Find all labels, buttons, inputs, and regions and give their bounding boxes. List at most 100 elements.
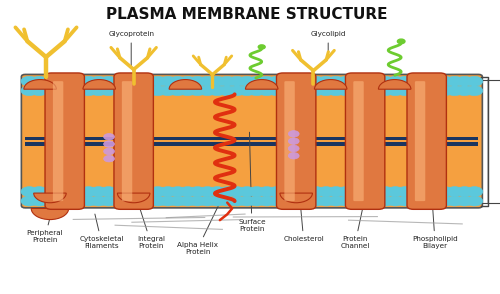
Circle shape <box>466 86 483 96</box>
Circle shape <box>219 187 236 197</box>
Text: Alpha Helix
Protein: Alpha Helix Protein <box>177 205 218 255</box>
Circle shape <box>318 86 334 96</box>
Circle shape <box>31 187 48 197</box>
Wedge shape <box>83 80 116 89</box>
Circle shape <box>348 196 364 206</box>
Circle shape <box>466 76 483 86</box>
Circle shape <box>150 86 166 96</box>
Wedge shape <box>31 208 68 220</box>
Circle shape <box>228 196 246 206</box>
Circle shape <box>179 86 196 96</box>
FancyBboxPatch shape <box>354 81 364 201</box>
Circle shape <box>189 76 206 86</box>
Circle shape <box>228 187 246 197</box>
Circle shape <box>150 76 166 86</box>
Circle shape <box>140 187 156 197</box>
Wedge shape <box>246 80 278 89</box>
Circle shape <box>367 86 384 96</box>
Circle shape <box>436 76 453 86</box>
Circle shape <box>387 196 404 206</box>
Circle shape <box>238 196 256 206</box>
Circle shape <box>130 187 146 197</box>
Circle shape <box>387 86 404 96</box>
Circle shape <box>456 86 473 96</box>
Text: Cholesterol: Cholesterol <box>283 150 324 242</box>
Circle shape <box>80 187 97 197</box>
Circle shape <box>70 187 87 197</box>
Circle shape <box>268 86 285 96</box>
Bar <box>26 142 478 146</box>
Circle shape <box>90 76 107 86</box>
Circle shape <box>60 196 77 206</box>
Circle shape <box>170 76 186 86</box>
Circle shape <box>288 187 305 197</box>
Circle shape <box>238 76 256 86</box>
Circle shape <box>120 86 136 96</box>
Circle shape <box>367 196 384 206</box>
Circle shape <box>40 86 58 96</box>
Circle shape <box>248 196 265 206</box>
Circle shape <box>348 76 364 86</box>
Circle shape <box>150 196 166 206</box>
Circle shape <box>258 76 275 86</box>
FancyBboxPatch shape <box>53 81 64 201</box>
Circle shape <box>21 196 38 206</box>
Circle shape <box>140 196 156 206</box>
Circle shape <box>358 86 374 96</box>
Circle shape <box>80 196 97 206</box>
Circle shape <box>436 187 453 197</box>
Circle shape <box>120 187 136 197</box>
Bar <box>26 137 478 140</box>
Circle shape <box>31 86 48 96</box>
Circle shape <box>50 196 68 206</box>
Circle shape <box>436 196 453 206</box>
Circle shape <box>278 76 295 86</box>
Circle shape <box>160 187 176 197</box>
Circle shape <box>426 196 444 206</box>
Circle shape <box>466 196 483 206</box>
Circle shape <box>338 196 354 206</box>
Circle shape <box>70 76 87 86</box>
Circle shape <box>318 196 334 206</box>
Circle shape <box>328 187 344 197</box>
Circle shape <box>328 76 344 86</box>
Circle shape <box>466 187 483 197</box>
Circle shape <box>358 187 374 197</box>
Circle shape <box>318 187 334 197</box>
Text: Phospholipid
Bilayer: Phospholipid Bilayer <box>412 144 458 249</box>
Circle shape <box>189 187 206 197</box>
Circle shape <box>130 86 146 96</box>
Circle shape <box>268 187 285 197</box>
Wedge shape <box>118 193 150 203</box>
Text: Glycoprotein: Glycoprotein <box>108 31 154 67</box>
Circle shape <box>298 187 314 197</box>
FancyBboxPatch shape <box>407 73 447 209</box>
Circle shape <box>288 138 299 144</box>
Circle shape <box>406 76 424 86</box>
Circle shape <box>406 196 424 206</box>
Circle shape <box>140 86 156 96</box>
Circle shape <box>248 187 265 197</box>
Circle shape <box>189 86 206 96</box>
Circle shape <box>377 76 394 86</box>
Circle shape <box>426 76 444 86</box>
Text: Protein
Channel: Protein Channel <box>340 199 370 249</box>
Circle shape <box>130 196 146 206</box>
Circle shape <box>397 76 413 86</box>
Circle shape <box>40 187 58 197</box>
Circle shape <box>60 86 77 96</box>
Circle shape <box>199 196 216 206</box>
Circle shape <box>288 153 299 159</box>
Circle shape <box>446 196 463 206</box>
Circle shape <box>258 187 275 197</box>
Circle shape <box>70 86 87 96</box>
Circle shape <box>298 196 314 206</box>
Circle shape <box>416 86 434 96</box>
Circle shape <box>150 187 166 197</box>
Wedge shape <box>314 80 347 89</box>
Circle shape <box>130 76 146 86</box>
FancyBboxPatch shape <box>284 81 295 201</box>
Circle shape <box>268 196 285 206</box>
Circle shape <box>288 145 299 152</box>
Circle shape <box>338 187 354 197</box>
